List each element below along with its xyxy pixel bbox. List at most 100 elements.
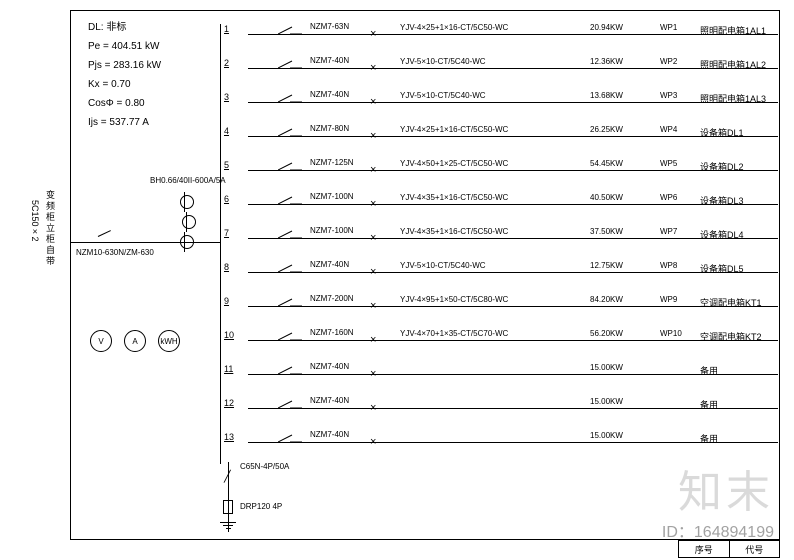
disconnect-symbol: × <box>370 232 376 244</box>
circuit-wp: WP6 <box>660 193 677 202</box>
bottom-breaker-label: C65N-4P/50A <box>240 462 289 471</box>
disconnect-symbol: × <box>370 368 376 380</box>
destination-label: 备用 <box>700 432 718 445</box>
circuit-wp: WP7 <box>660 227 677 236</box>
disconnect-symbol: × <box>370 436 376 448</box>
circuit-row: 4NZM7-80N×YJV-4×25+1×16-CT/5C50-WC26.25K… <box>220 126 776 160</box>
circuit-number: 2 <box>224 58 229 68</box>
circuit-number: 6 <box>224 194 229 204</box>
circuit-row: 13 NZM7-40N × 15.00KW 备用 <box>220 432 776 466</box>
breaker-label: NZM7-40N <box>310 430 349 439</box>
cable-spec: YJV-5×10-CT/5C40-WC <box>400 57 486 66</box>
circuit-number: 3 <box>224 92 229 102</box>
incoming-source: 变频柜立柜自带 <box>44 190 57 267</box>
breaker-label: NZM7-40N <box>310 90 349 99</box>
circuit-wp: WP8 <box>660 261 677 270</box>
breaker-label: NZM7-40N <box>310 56 349 65</box>
ct-symbol-1 <box>180 195 194 209</box>
circuit-wp: WP2 <box>660 57 677 66</box>
breaker-label: NZM7-200N <box>310 294 354 303</box>
load-kw: 15.00KW <box>590 431 623 440</box>
breaker-symbol <box>280 61 302 71</box>
footer-table: 序号 代号 <box>678 540 780 558</box>
circuit-number: 4 <box>224 126 229 136</box>
circuit-wp: WP5 <box>660 159 677 168</box>
circuit-row: 11NZM7-40N×15.00KW备用 <box>220 364 776 398</box>
destination-label: 设备箱DL5 <box>700 262 744 275</box>
breaker-symbol <box>280 299 302 309</box>
load-kw: 13.68KW <box>590 91 623 100</box>
cable-spec: YJV-4×25+1×16-CT/5C50-WC <box>400 23 508 32</box>
ct-symbol-3 <box>180 235 194 249</box>
circuit-wp: WP3 <box>660 91 677 100</box>
breaker-symbol <box>280 367 302 377</box>
cable-spec: YJV-4×35+1×16-CT/5C50-WC <box>400 227 508 236</box>
breaker-symbol <box>280 333 302 343</box>
destination-label: 设备箱DL4 <box>700 228 744 241</box>
circuit-wp: WP4 <box>660 125 677 134</box>
circuit-row: 9NZM7-200N×YJV-4×95+1×50-CT/5C80-WC84.20… <box>220 296 776 330</box>
circuit-number: 8 <box>224 262 229 272</box>
bottom-device-icon <box>223 500 233 514</box>
disconnect-symbol: × <box>370 28 376 40</box>
load-kw: 15.00KW <box>590 363 623 372</box>
main-breaker-label: NZM10-630N/ZM-630 <box>76 248 154 257</box>
breaker-symbol <box>280 27 302 37</box>
circuit-number: 13 <box>224 432 234 442</box>
circuit-wp: WP1 <box>660 23 677 32</box>
main-breaker-symbol <box>90 236 118 248</box>
footer-col-b: 代号 <box>730 541 780 557</box>
disconnect-symbol: × <box>370 164 376 176</box>
circuit-row: 3NZM7-40N×YJV-5×10-CT/5C40-WC13.68KWWP3照… <box>220 92 776 126</box>
param-pjs: Pjs = 283.16 kW <box>88 56 161 75</box>
load-kw: 20.94KW <box>590 23 623 32</box>
disconnect-symbol: × <box>370 62 376 74</box>
breaker-symbol <box>280 265 302 275</box>
cable-spec: YJV-4×50+1×25-CT/5C50-WC <box>400 159 508 168</box>
circuit-number: 1 <box>224 24 229 34</box>
breaker-label: NZM7-63N <box>310 22 349 31</box>
breaker-symbol <box>280 231 302 241</box>
disconnect-symbol: × <box>370 266 376 278</box>
destination-label: 照明配电箱1AL2 <box>700 58 766 71</box>
destination-label: 设备箱DL1 <box>700 126 744 139</box>
panel-title: DL: 非标 <box>88 18 161 37</box>
circuit-number: 11 <box>224 364 233 374</box>
circuit-row: 2NZM7-40N×YJV-5×10-CT/5C40-WC12.36KWWP2照… <box>220 58 776 92</box>
cable-spec: YJV-5×10-CT/5C40-WC <box>400 91 486 100</box>
destination-label: 设备箱DL3 <box>700 194 744 207</box>
cable-spec: YJV-4×35+1×16-CT/5C50-WC <box>400 193 508 202</box>
circuit-wp: WP9 <box>660 295 677 304</box>
destination-label: 照明配电箱1AL1 <box>700 24 766 37</box>
breaker-label: NZM7-160N <box>310 328 354 337</box>
footer-col-a: 序号 <box>679 541 730 557</box>
param-pe: Pe = 404.51 kW <box>88 37 161 56</box>
circuit-number: 7 <box>224 228 229 238</box>
breaker-symbol <box>280 435 302 445</box>
meters: V A kWH <box>90 330 180 352</box>
load-kw: 37.50KW <box>590 227 623 236</box>
destination-label: 空调配电箱KT1 <box>700 296 762 309</box>
param-cos: CosΦ = 0.80 <box>88 94 161 113</box>
cable-spec: YJV-4×25+1×16-CT/5C50-WC <box>400 125 508 134</box>
load-kw: 56.20KW <box>590 329 623 338</box>
param-kx: Kx = 0.70 <box>88 75 161 94</box>
load-kw: 54.45KW <box>590 159 623 168</box>
disconnect-symbol: × <box>370 96 376 108</box>
circuit-number: 5 <box>224 160 229 170</box>
breaker-label: NZM7-40N <box>310 260 349 269</box>
circuit-number: 10 <box>224 330 234 340</box>
ct-label: BH0.66/40II-600A/5A <box>150 176 226 185</box>
circuit-row: 1 NZM7-63N × YJV-4×25+1×16-CT/5C50-WC 20.94K… <box>220 24 776 58</box>
breaker-label: NZM7-100N <box>310 226 354 235</box>
destination-label: 备用 <box>700 364 718 377</box>
disconnect-symbol: × <box>370 334 376 346</box>
incoming-code: 5C150×2 <box>30 200 40 242</box>
bottom-branch: ╱ C65N-4P/50A DRP120 4P <box>228 462 348 532</box>
breaker-symbol <box>280 129 302 139</box>
breaker-label: NZM7-125N <box>310 158 354 167</box>
circuit-row: 5 NZM7-125N × YJV-4×50+1×25-CT/5C50-WC 54.45… <box>220 160 776 194</box>
circuit-row: 6NZM7-100N×YJV-4×35+1×16-CT/5C50-WC40.50… <box>220 194 776 228</box>
circuit-rows: 1 NZM7-63N × YJV-4×25+1×16-CT/5C50-WC 20.94K… <box>220 24 776 466</box>
circuit-number: 12 <box>224 398 234 408</box>
